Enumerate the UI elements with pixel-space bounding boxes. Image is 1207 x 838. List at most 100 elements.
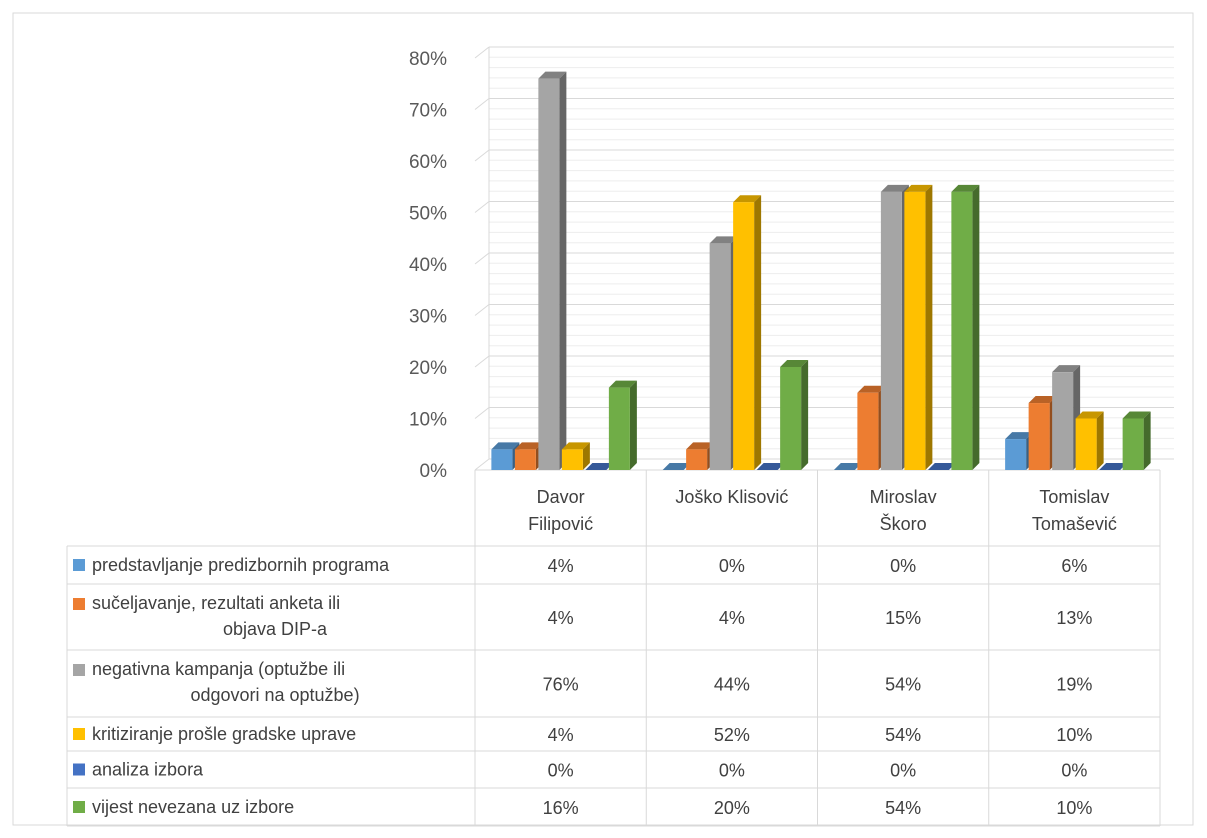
bar (1052, 372, 1074, 470)
bar-side (1143, 411, 1151, 470)
bar-top (491, 442, 520, 450)
bar (951, 191, 973, 470)
bar-top (833, 463, 862, 470)
bar-top (561, 442, 590, 450)
bar-side (754, 195, 762, 470)
bar-side (559, 71, 567, 470)
table-value: 6% (1061, 556, 1087, 576)
bar (608, 387, 630, 470)
depth-gridline (474, 407, 490, 419)
depth-gridline (474, 304, 490, 316)
legend-key (73, 728, 85, 740)
legend-key (73, 763, 85, 776)
table-value: 54% (885, 798, 921, 818)
category-label: Škoro (880, 513, 927, 534)
bar-top (1028, 396, 1057, 404)
legend-label: negativna kampanja (optužbe ili (92, 659, 345, 679)
y-tick-label: 30% (409, 307, 447, 328)
legend-label: kritiziranje prošle gradske uprave (92, 724, 356, 744)
legend-label: odgovori na optužbe) (190, 685, 359, 705)
table-value: 54% (885, 675, 921, 695)
category-label: Tomislav (1039, 487, 1109, 507)
bar-top (780, 360, 809, 367)
bar-top (951, 184, 980, 192)
y-tick-label: 10% (409, 410, 447, 431)
table-value: 52% (714, 725, 750, 745)
legend-key (73, 559, 85, 571)
bar-top (1075, 411, 1104, 419)
bar (514, 449, 536, 470)
depth-gridline (474, 46, 490, 59)
table-value: 4% (548, 556, 574, 576)
depth-gridline (474, 252, 490, 265)
table-value: 10% (1056, 798, 1092, 818)
depth-gridline (474, 149, 490, 162)
table-value: 0% (890, 556, 916, 576)
bar-top (733, 195, 762, 203)
legend-key (73, 598, 85, 610)
bar (538, 78, 560, 470)
legend-label: analiza izbora (92, 760, 204, 780)
category-label: Tomašević (1032, 514, 1117, 534)
table-value: 76% (543, 675, 579, 695)
table-value: 4% (548, 725, 574, 745)
table-value: 4% (719, 608, 745, 628)
bar-top (927, 463, 956, 470)
bar-side (972, 184, 980, 470)
legend-key (73, 801, 85, 813)
table-value: 16% (543, 798, 579, 818)
table-value: 10% (1056, 725, 1092, 745)
bar (1005, 439, 1027, 470)
bar (857, 392, 879, 470)
depth-gridline (474, 98, 490, 110)
y-tick-label: 50% (409, 204, 447, 225)
bar (686, 449, 708, 470)
table-value: 15% (885, 608, 921, 628)
bar-top (857, 385, 886, 393)
y-tick-label: 20% (409, 358, 447, 379)
bar-side (1096, 411, 1104, 470)
bar-top (514, 442, 543, 450)
bar-top (686, 442, 715, 450)
bar-top (1122, 411, 1151, 419)
bar-top (608, 380, 637, 388)
category-label: Joško Klisović (675, 487, 788, 507)
bar-top (1099, 463, 1128, 470)
table-value: 13% (1056, 608, 1092, 628)
table-value: 0% (548, 761, 574, 781)
bar-top (904, 184, 933, 192)
legend-label: sučeljavanje, rezultati anketa ili (92, 593, 340, 613)
bar (880, 191, 902, 470)
y-tick-label: 0% (420, 461, 448, 482)
category-label: Davor (537, 487, 585, 507)
table-value: 20% (714, 798, 750, 818)
depth-gridline (474, 458, 490, 471)
legend-label: vijest nevezana uz izbore (92, 797, 294, 817)
bar-top (538, 71, 567, 79)
legend-label: predstavljanje predizbornih programa (92, 555, 390, 575)
bar-top (709, 236, 738, 244)
bar-top (1052, 365, 1081, 373)
category-label: Miroslav (870, 487, 937, 507)
y-tick-label: 80% (409, 49, 447, 70)
legend-key (73, 664, 85, 676)
bar (1122, 418, 1144, 470)
bar-side (925, 184, 933, 470)
bar (491, 449, 513, 470)
table-value: 54% (885, 725, 921, 745)
bar-top (662, 463, 691, 470)
bar-top (880, 184, 909, 192)
table-value: 44% (714, 675, 750, 695)
table-value: 0% (719, 556, 745, 576)
category-label: Filipović (528, 514, 593, 534)
bar (1028, 403, 1050, 470)
bar-side (801, 360, 809, 470)
table-value: 0% (890, 761, 916, 781)
chart-border (12, 12, 1194, 826)
depth-gridline (474, 355, 490, 368)
depth-gridline (474, 201, 490, 213)
bar-side (582, 442, 590, 470)
table-value: 19% (1056, 675, 1092, 695)
bar (561, 449, 583, 470)
